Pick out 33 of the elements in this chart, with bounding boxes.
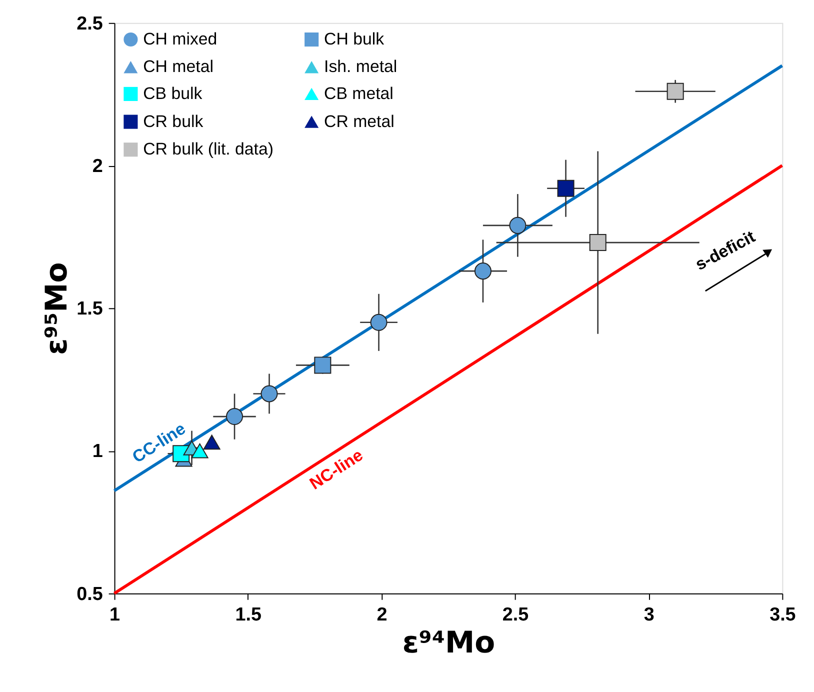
point bbox=[557, 180, 574, 197]
legend-label: CR bulk (lit. data) bbox=[143, 140, 274, 159]
x-tick-label: 1.5 bbox=[235, 604, 262, 626]
y-tick-label: 2.5 bbox=[76, 13, 103, 34]
legend-label: CR bulk bbox=[143, 112, 204, 131]
y-tick-label: 1 bbox=[92, 441, 103, 462]
point bbox=[203, 434, 220, 450]
x-tick-label: 3.5 bbox=[770, 604, 796, 626]
point bbox=[370, 314, 388, 331]
legend-label: CH mixed bbox=[143, 29, 218, 48]
point bbox=[191, 443, 208, 458]
y-tick-label: 0.5 bbox=[76, 584, 103, 605]
x-tick-label: 1 bbox=[110, 604, 120, 626]
point bbox=[474, 262, 492, 280]
legend-label: CH bulk bbox=[324, 29, 385, 48]
legend-label: CB bulk bbox=[143, 84, 203, 103]
legend-label: CR metal bbox=[324, 112, 394, 131]
legend-label: CB metal bbox=[324, 84, 394, 103]
point bbox=[314, 356, 332, 374]
point bbox=[666, 82, 684, 100]
y-axis-title: ε⁹⁵Mo bbox=[40, 262, 75, 356]
point bbox=[260, 385, 278, 402]
x-tick-label: 3 bbox=[644, 604, 654, 626]
y-tick-label: 2 bbox=[92, 156, 103, 177]
legend-label: CH metal bbox=[143, 57, 214, 76]
x-tick-label: 2 bbox=[376, 604, 388, 626]
point bbox=[226, 408, 244, 426]
point bbox=[509, 216, 526, 234]
x-axis-title: ε⁹⁴Mo bbox=[402, 626, 496, 661]
point bbox=[589, 234, 606, 252]
x-tick-label: 2.5 bbox=[502, 604, 529, 626]
y-tick-label: 1.5 bbox=[76, 298, 103, 320]
legend-label: Ish. metal bbox=[324, 57, 398, 76]
